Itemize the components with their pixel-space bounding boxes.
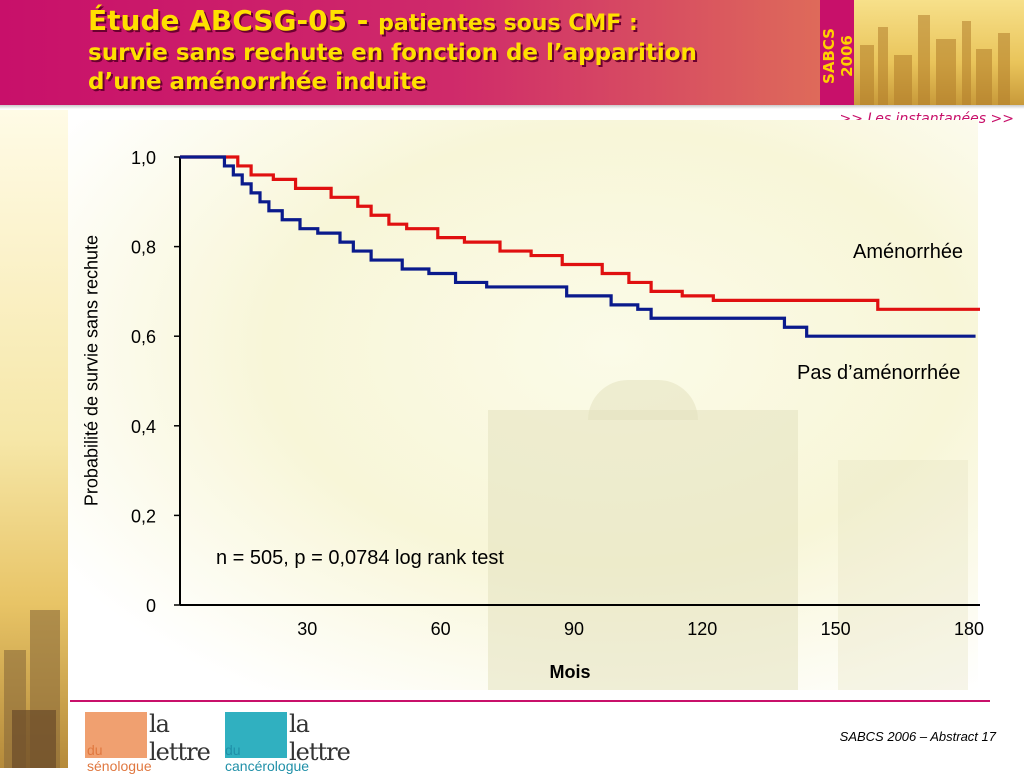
logo-senologue-title: la lettre: [149, 710, 211, 766]
x-tick-label: 150: [821, 619, 851, 639]
left-photo-strip: [0, 110, 68, 768]
x-tick-label: 120: [687, 619, 717, 639]
logo-cancerologue-title: la lettre: [289, 710, 351, 766]
x-tick-label: 90: [564, 619, 584, 639]
y-tick-label: 0: [146, 596, 156, 616]
logo-cancerologue-mark: [225, 712, 287, 758]
background-alamo-image: [68, 120, 978, 690]
series-amenorrhee-line: [180, 155, 980, 311]
series-pas-amenorrhee-line: [180, 155, 976, 338]
slide-title: Étude ABCSG-05 - patientes sous CMF : su…: [88, 6, 697, 97]
title-line3: d’une aménorrhée induite: [88, 69, 427, 95]
y-axis-label: Probabilité de survie sans rechute: [81, 234, 102, 507]
stats-annotation: n = 505, p = 0,0784 log rank test: [216, 547, 504, 569]
logo-senologue-subtitle: du sénologue: [87, 742, 152, 774]
title-banner: Étude ABCSG-05 - patientes sous CMF : su…: [0, 0, 820, 105]
footer-reference: SABCS 2006 – Abstract 17: [839, 729, 996, 744]
legend-label-pas-amenorrhee: Pas d’aménorrhée: [797, 362, 961, 384]
y-tick-label: 0,8: [131, 238, 156, 258]
header-shadow: [0, 105, 1024, 109]
y-tick-label: 0,6: [131, 327, 156, 347]
sabcs-vertical-banner: SABCS 2006: [820, 0, 856, 105]
x-tick-label: 30: [297, 619, 317, 639]
y-tick-label: 1,0: [131, 148, 156, 168]
title-line2: survie sans rechute en fonction de l’app…: [88, 40, 697, 66]
footer-divider: [70, 700, 990, 702]
logo-cancerologue-subtitle: du cancérologue: [225, 742, 310, 774]
x-axis-label: Mois: [549, 662, 591, 682]
y-tick-label: 0,4: [131, 417, 156, 437]
x-tick-label: 180: [954, 619, 984, 639]
city-skyline-image: [854, 0, 1024, 105]
title-line1-rest: patientes sous CMF :: [378, 11, 638, 36]
legend-label-amenorrhee: Aménorrhée: [853, 241, 964, 263]
y-tick-label: 0,2: [131, 506, 156, 526]
title-study-name: Étude ABCSG-05 -: [88, 4, 379, 37]
x-tick-label: 60: [431, 619, 451, 639]
logo-senologue-mark: [85, 712, 147, 758]
